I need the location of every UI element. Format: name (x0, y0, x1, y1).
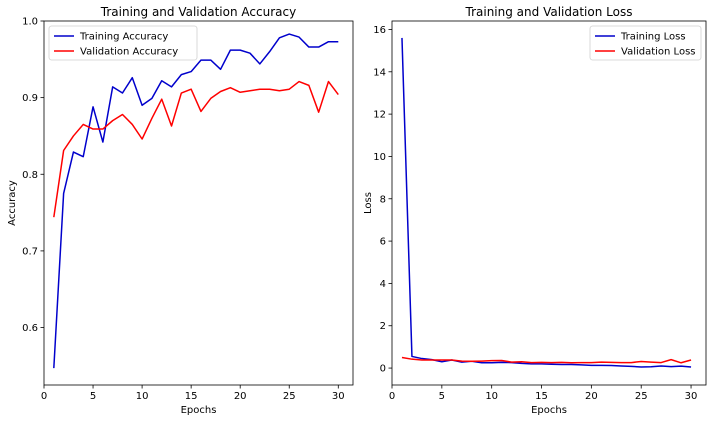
accuracy-legend: Training Accuracy Validation Accuracy (48, 25, 198, 61)
loss-y-tick-label: 0 (380, 364, 386, 375)
accuracy-series-line-training (53, 33, 339, 369)
accuracy-plot-frame (43, 20, 354, 386)
loss-legend-label: Validation Loss (621, 47, 696, 58)
loss-y-tick-label: 12 (373, 110, 386, 121)
loss-y-tick-label: 14 (373, 67, 386, 78)
loss-plot-frame (391, 20, 707, 386)
loss-x-tick-label: 5 (439, 391, 445, 402)
accuracy-y-tick-label: 0.6 (22, 323, 38, 334)
loss-x-tick-label: 15 (535, 391, 548, 402)
loss-x-tick-label: 30 (685, 391, 698, 402)
accuracy-y-tick-label: 0.7 (22, 246, 38, 257)
loss-y-tick-label: 6 (380, 237, 386, 248)
loss-y-tick-label: 2 (380, 321, 386, 332)
loss-y-tick-label: 4 (380, 279, 386, 290)
loss-y-tick-label: 16 (373, 25, 386, 36)
loss-legend-label: Training Loss (620, 32, 686, 43)
accuracy-x-tick-label: 15 (185, 391, 198, 402)
loss-x-tick-label: 25 (635, 391, 648, 402)
accuracy-y-axis-title: Accuracy (7, 180, 18, 226)
loss-x-tick-label: 20 (585, 391, 598, 402)
accuracy-chart-title: Training and Validation Accuracy (100, 5, 296, 19)
accuracy-x-tick-label: 25 (283, 391, 296, 402)
loss-legend-box (589, 25, 702, 61)
accuracy-y-tick-label: 0.8 (22, 170, 38, 181)
loss-y-tick-label: 10 (373, 152, 386, 163)
loss-x-axis-title: Epochs (531, 405, 567, 416)
accuracy-series-line-validation (53, 80, 339, 218)
accuracy-y-tick-label: 0.9 (22, 93, 38, 104)
accuracy-legend-box (48, 25, 198, 61)
accuracy-x-tick-label: 0 (41, 391, 47, 402)
accuracy-legend-label: Validation Accuracy (80, 47, 178, 58)
accuracy-x-tick-label: 30 (332, 391, 345, 402)
loss-y-tick-label: 8 (380, 194, 386, 205)
loss-chart-title: Training and Validation Loss (465, 5, 633, 19)
loss-series-line-training (401, 37, 692, 368)
accuracy-x-axis-title: Epochs (181, 405, 217, 416)
accuracy-y-tick-label: 1.0 (22, 17, 38, 28)
loss-y-axis-title: Loss (363, 192, 374, 214)
accuracy-x-tick-label: 10 (136, 391, 149, 402)
loss-x-tick-label: 0 (389, 391, 395, 402)
loss-legend: Training Loss Validation Loss (589, 25, 702, 61)
accuracy-x-tick-label: 20 (234, 391, 247, 402)
accuracy-x-tick-label: 5 (90, 391, 96, 402)
accuracy-legend-label: Training Accuracy (79, 32, 168, 43)
loss-x-tick-label: 10 (485, 391, 498, 402)
loss-series-line-validation (401, 356, 692, 364)
accuracy-chart: Training and Validation Accuracy 0 5 10 15 20… (7, 5, 354, 416)
